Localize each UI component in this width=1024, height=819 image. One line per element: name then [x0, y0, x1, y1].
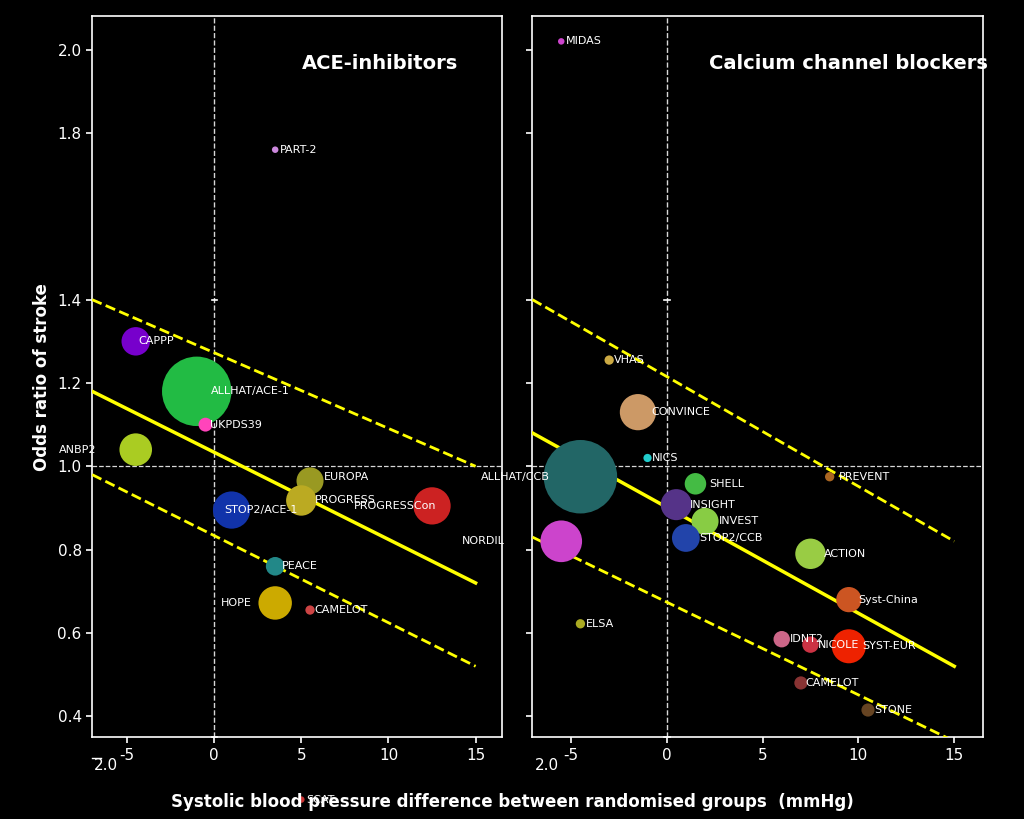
Text: CAPPP: CAPPP — [138, 337, 174, 346]
Point — [601, 354, 617, 367]
Point — [668, 498, 684, 511]
Point — [802, 638, 818, 651]
Point — [697, 515, 714, 528]
Text: PROGRESS: PROGRESS — [315, 495, 376, 505]
Point — [424, 500, 440, 513]
Text: STOP2/CCB: STOP2/CCB — [699, 533, 763, 543]
Text: MIDAS: MIDAS — [566, 36, 602, 47]
Point — [687, 477, 703, 491]
Point — [630, 405, 646, 419]
Text: INSIGHT: INSIGHT — [690, 500, 735, 509]
Point — [773, 632, 790, 645]
Text: CONVINCE: CONVINCE — [651, 407, 711, 417]
Y-axis label: Odds ratio of stroke: Odds ratio of stroke — [33, 283, 50, 471]
Text: ANBP2: ANBP2 — [59, 445, 96, 455]
Text: CAMELOT: CAMELOT — [806, 678, 859, 688]
Point — [572, 618, 589, 631]
Text: Systolic blood pressure difference between randomised groups  (mmHg): Systolic blood pressure difference betwe… — [171, 793, 853, 811]
Point — [572, 470, 589, 483]
Text: STONE: STONE — [873, 705, 911, 715]
Point — [223, 504, 240, 517]
Point — [793, 676, 809, 690]
Point — [128, 443, 144, 456]
Point — [553, 35, 569, 48]
Point — [639, 451, 655, 464]
Text: PEACE: PEACE — [283, 561, 318, 572]
Text: SCAT: SCAT — [306, 794, 335, 804]
Point — [188, 385, 205, 398]
Text: 2.0: 2.0 — [94, 758, 118, 773]
Point — [302, 474, 318, 487]
Text: SHELL: SHELL — [709, 479, 743, 489]
Text: NORDIL: NORDIL — [462, 536, 505, 546]
Text: 2.0: 2.0 — [535, 758, 558, 773]
Point — [293, 494, 309, 507]
Text: ALLHAT/ACE-1: ALLHAT/ACE-1 — [211, 387, 290, 396]
Text: PROGRESSCon: PROGRESSCon — [353, 501, 436, 511]
Point — [802, 547, 818, 560]
Point — [267, 143, 284, 156]
Text: ACE-inhibitors: ACE-inhibitors — [302, 54, 458, 73]
Text: NICS: NICS — [652, 453, 679, 463]
Text: SYST-EUR: SYST-EUR — [862, 641, 915, 651]
Point — [553, 535, 569, 548]
Point — [860, 704, 877, 717]
Text: PART-2: PART-2 — [280, 145, 317, 155]
Text: ACTION: ACTION — [824, 549, 866, 559]
Text: INVEST: INVEST — [719, 516, 759, 527]
Text: ALLHAT/CCB: ALLHAT/CCB — [480, 472, 550, 482]
Text: PREVENT: PREVENT — [840, 472, 891, 482]
Point — [267, 559, 284, 572]
Point — [841, 640, 857, 653]
Point — [678, 532, 694, 545]
Text: Calcium channel blockers: Calcium channel blockers — [710, 54, 988, 73]
Text: EUROPA: EUROPA — [324, 472, 370, 482]
Text: ELSA: ELSA — [586, 619, 614, 629]
Text: IDNT2: IDNT2 — [790, 634, 823, 645]
Text: HOPE: HOPE — [221, 598, 252, 608]
Point — [198, 418, 214, 431]
Point — [302, 604, 318, 617]
Point — [821, 470, 838, 483]
Point — [267, 596, 284, 609]
Text: VHAS: VHAS — [614, 355, 645, 365]
Text: UKPDS39: UKPDS39 — [210, 419, 262, 430]
Text: NICOLE: NICOLE — [818, 640, 859, 649]
Text: STOP2/ACE-1: STOP2/ACE-1 — [224, 505, 298, 515]
Point — [293, 793, 309, 806]
Point — [841, 593, 857, 606]
Text: CAMELOT: CAMELOT — [314, 605, 368, 615]
Point — [128, 335, 144, 348]
Text: Syst-China: Syst-China — [858, 595, 919, 604]
